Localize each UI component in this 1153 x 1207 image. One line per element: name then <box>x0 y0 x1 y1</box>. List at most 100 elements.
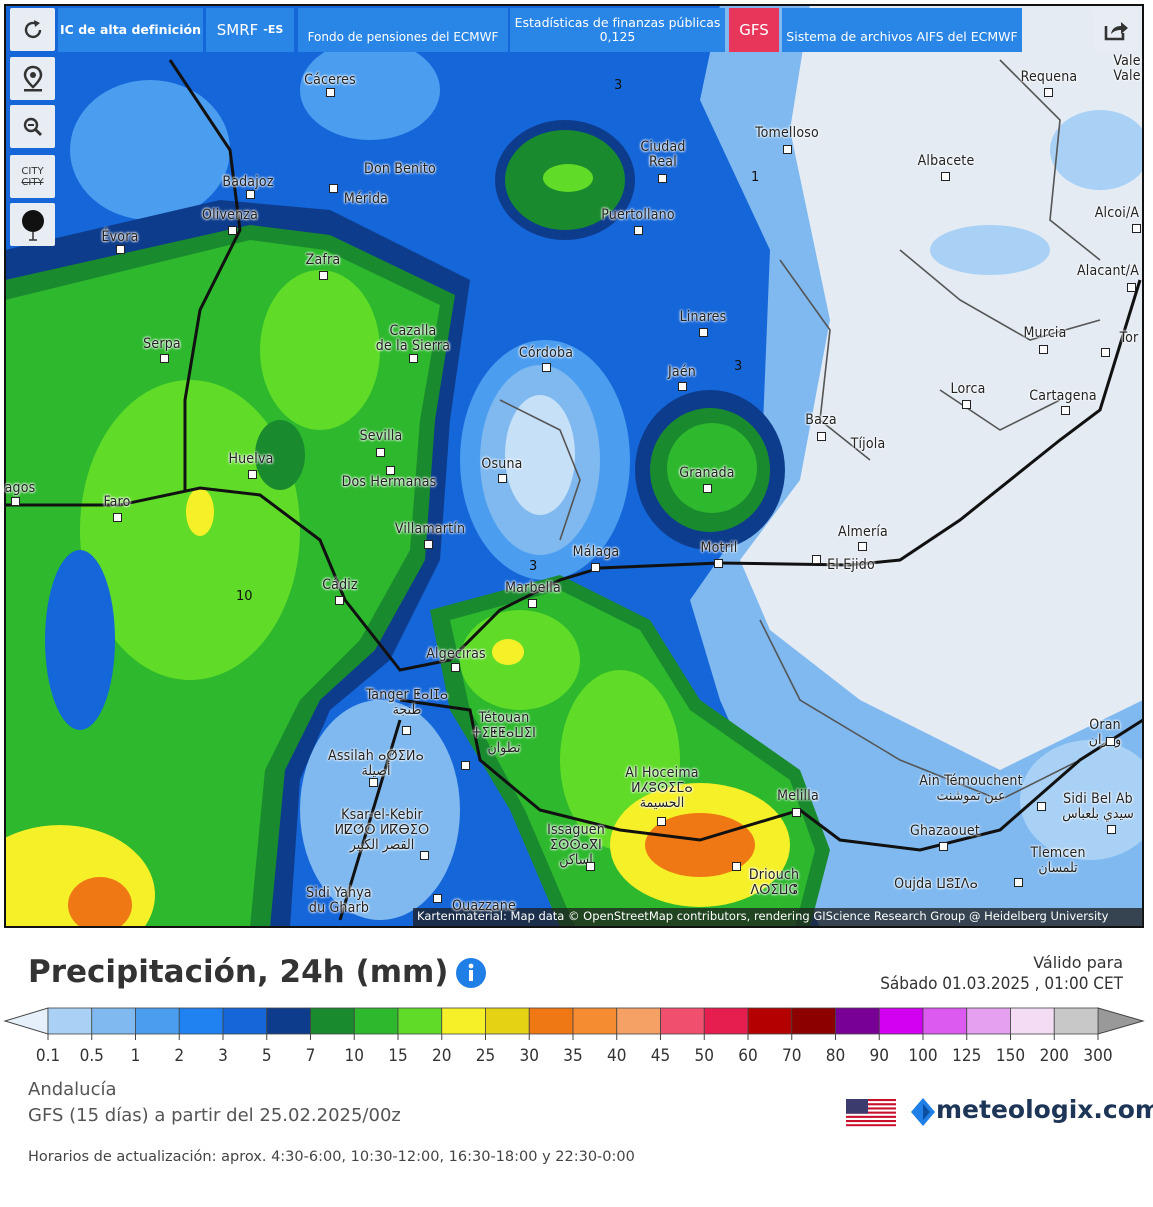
city-label-line: Tíjola <box>850 436 886 452</box>
toolbar-button[interactable]: SMRF -ES <box>206 8 294 52</box>
refresh-button[interactable] <box>10 8 55 51</box>
city-marker <box>498 474 507 483</box>
city-label-line: Oran <box>1089 717 1121 733</box>
city-marker <box>962 400 971 409</box>
scale-swatch <box>835 1007 880 1035</box>
city-label-line: Ghazaouet <box>910 823 980 839</box>
scale-swatch <box>878 1007 924 1035</box>
city-marker <box>113 513 122 522</box>
scale-tick-label: 150 <box>995 1046 1026 1066</box>
contour-label: 3 <box>734 359 743 374</box>
city-label: Al Hoceima ⵍⵃⵓⵙⵉⵎⴰ الحسيمة <box>625 766 698 811</box>
city-marker <box>1132 224 1141 233</box>
scale-swatch <box>922 1007 968 1035</box>
share-button[interactable] <box>1093 8 1138 51</box>
marker-button[interactable] <box>10 203 55 246</box>
city-label-line: Cartagena <box>1029 388 1097 404</box>
city-marker <box>1127 283 1136 292</box>
city-label: Ouazzane <box>452 899 516 914</box>
city-label-line: ⴷⵔⵉⵡⵛ <box>750 882 798 898</box>
map <box>4 4 1144 928</box>
city-label-line: Sevilla <box>359 428 403 444</box>
city-marker <box>386 466 395 475</box>
city-label-line: El Ejido <box>827 557 875 573</box>
scale-tick-label: 2 <box>174 1046 185 1066</box>
city-marker <box>528 599 537 608</box>
scale-tick-label: 125 <box>952 1046 982 1066</box>
scale-swatch <box>222 1007 268 1035</box>
city-label: Baza <box>805 413 837 428</box>
toolbar-label: 0,125 <box>599 29 636 44</box>
toolbar-button[interactable]: IC de alta definición <box>58 8 203 52</box>
scale-below <box>3 1007 49 1035</box>
color-scale <box>3 1007 1145 1040</box>
city-label-line: Olivenza <box>201 207 259 223</box>
city-label-line: ⵜⵉⵟⵟⴰⵡⵉⵏ <box>471 725 537 741</box>
city-label-line: Málaga <box>572 544 620 560</box>
legend-title: Precipitación, 24h (mm) <box>28 954 449 990</box>
city-label-line: Vale <box>1113 53 1141 69</box>
info-icon[interactable] <box>455 957 487 989</box>
city-label-line: Vale <box>1113 68 1141 84</box>
city-marker <box>246 190 255 199</box>
toolbar-button[interactable]: Sistema de archivos AIFS del ECMWF <box>782 8 1022 52</box>
city-label-line: Puertollano <box>601 207 675 223</box>
city-marker <box>1044 88 1053 97</box>
toolbar-button[interactable]: Estadísticas de finanzas públicas 0,125 <box>510 8 725 52</box>
scale-swatch <box>966 1007 1011 1035</box>
city-marker <box>939 842 948 851</box>
city-label-line: Mérida <box>343 191 389 207</box>
city-label: Ain Témouchent عين تموشنت <box>919 774 1023 804</box>
city-toggle[interactable]: CITY CITY <box>10 155 55 198</box>
city-label: Tíjola <box>851 437 886 452</box>
city-label: Driouch ⴷⵔⵉⵡⵛ <box>749 868 799 898</box>
toolbar-button[interactable]: GFS <box>729 8 779 52</box>
city-marker <box>657 817 666 826</box>
city-marker <box>586 862 595 871</box>
scale-tick-label: 30 <box>519 1046 539 1066</box>
scale-swatch <box>660 1007 705 1035</box>
scale-swatch <box>441 1007 486 1035</box>
scale-swatch <box>1053 1007 1099 1035</box>
city-marker <box>11 497 20 506</box>
valid-time: Sábado 01.03.2025 , 01:00 CET <box>880 974 1123 994</box>
toolbar-label: Estadísticas de finanzas públicas <box>514 15 721 30</box>
city-label-line: Ksar-el-Kebir <box>341 807 423 823</box>
city-marker <box>678 382 687 391</box>
location-button[interactable] <box>10 57 55 100</box>
city-label-line: Faro <box>103 494 131 510</box>
city-label: Sevilla <box>360 429 403 444</box>
scale-tick-label: 50 <box>694 1046 714 1066</box>
city-label-line: Serpa <box>143 336 181 352</box>
precip-field <box>5 5 1143 927</box>
city-marker <box>591 563 600 572</box>
city-label-line: تلمسان <box>1038 860 1078 876</box>
toolbar-label: -ES <box>263 23 284 36</box>
city-marker <box>402 726 411 735</box>
city-label-line: عين تموشنت <box>936 788 1006 804</box>
scale-tick-label: 7 <box>305 1046 316 1066</box>
scale-tick-label: 35 <box>563 1046 583 1066</box>
city-label-line: اساكن <box>559 852 593 868</box>
city-label-line: Almería <box>838 524 888 540</box>
city-toggle-label: CITY <box>21 165 44 177</box>
scale-tick-label: 200 <box>1039 1046 1069 1066</box>
city-label: Évora <box>101 230 138 245</box>
city-label-line: Évora <box>101 229 139 245</box>
scale-tick-label: 0.1 <box>35 1046 61 1066</box>
city-marker <box>1107 825 1116 834</box>
city-label-line: Murcia <box>1023 325 1067 341</box>
toolbar-button[interactable]: Fondo de pensiones del ECMWF <box>298 8 508 52</box>
logo[interactable]: meteologix.com <box>936 1095 1153 1124</box>
city-label: Cartagena <box>1029 389 1097 404</box>
zoom-button[interactable] <box>10 105 55 148</box>
city-label: Serpa <box>143 337 181 352</box>
language-flag[interactable] <box>846 1099 898 1127</box>
city-marker <box>433 894 442 903</box>
city-label-line: Marbella <box>505 580 561 596</box>
scale-swatch <box>353 1007 399 1035</box>
city-marker <box>858 542 867 551</box>
scale-tick-label: 45 <box>650 1046 671 1066</box>
city-marker <box>248 470 257 479</box>
